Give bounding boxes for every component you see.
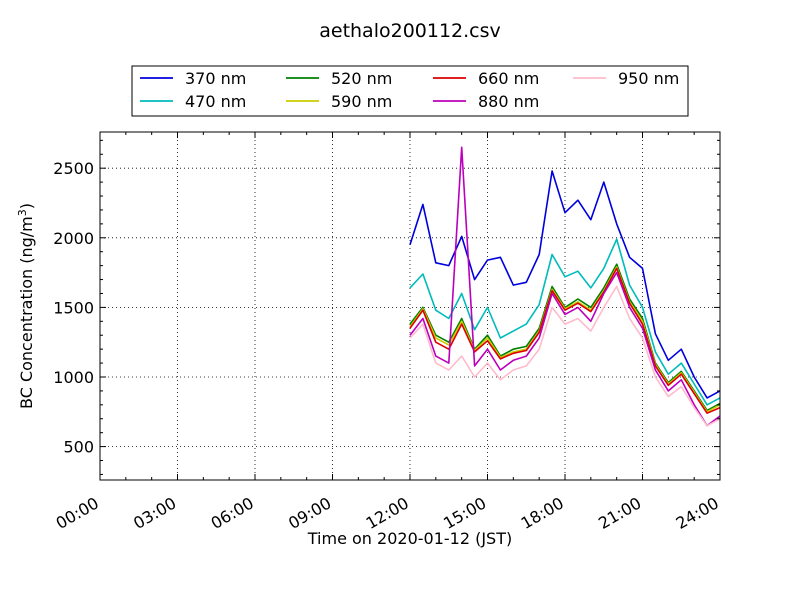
legend-label: 660 nm: [478, 69, 539, 88]
legend-label: 950 nm: [618, 69, 679, 88]
y-tick-label: 1500: [53, 298, 94, 317]
x-tick-label: 21:00: [595, 493, 644, 533]
x-tick-label: 00:00: [53, 493, 102, 533]
series-line-950-nm: [409, 285, 721, 427]
x-tick-label: 24:00: [673, 493, 722, 533]
y-axis-label: BC Concentration (ng/m3): [16, 203, 36, 409]
x-tick-label: 06:00: [208, 493, 257, 533]
series-line-370-nm: [409, 170, 721, 399]
x-tick-label: 18:00: [518, 493, 567, 533]
y-tick-label: 1000: [53, 368, 94, 387]
legend-label: 370 nm: [185, 69, 246, 88]
series-line-660-nm: [409, 267, 721, 415]
legend-label: 520 nm: [331, 69, 392, 88]
chart-title: aethalo200112.csv: [319, 20, 501, 42]
series-line-470-nm: [409, 238, 721, 406]
series-lines: [409, 146, 721, 427]
y-tick-label: 2000: [53, 229, 94, 248]
legend-box: [131, 65, 689, 117]
x-tick-label: 09:00: [285, 493, 334, 533]
legend-label: 470 nm: [185, 92, 246, 111]
y-axis-label-main: BC Concentration (ng/m: [17, 216, 36, 409]
y-axis-label-suffix: ): [17, 203, 36, 209]
x-axis-label: Time on 2020-01-12 (JST): [307, 529, 512, 548]
series-line-880-nm: [409, 146, 721, 427]
y-tick-label: 2500: [53, 159, 94, 178]
y-tick-label: 500: [63, 438, 94, 457]
grid-lines: [99, 132, 721, 480]
x-tick-label: 12:00: [363, 493, 412, 533]
x-tick-label: 15:00: [440, 493, 489, 533]
legend-label: 880 nm: [478, 92, 539, 111]
y-axis-label-superscript: 3: [16, 209, 29, 216]
legend: 370 nm 470 nm 520 nm 590 nm 660 nm 880 nm 950 …: [131, 65, 689, 117]
legend-label: 590 nm: [331, 92, 392, 111]
x-tick-label: 03:00: [130, 493, 179, 533]
axis-ticks: 00:00 03:00 06:00 09:00 12:00 15:00 18:00 21:00…: [53, 132, 722, 533]
